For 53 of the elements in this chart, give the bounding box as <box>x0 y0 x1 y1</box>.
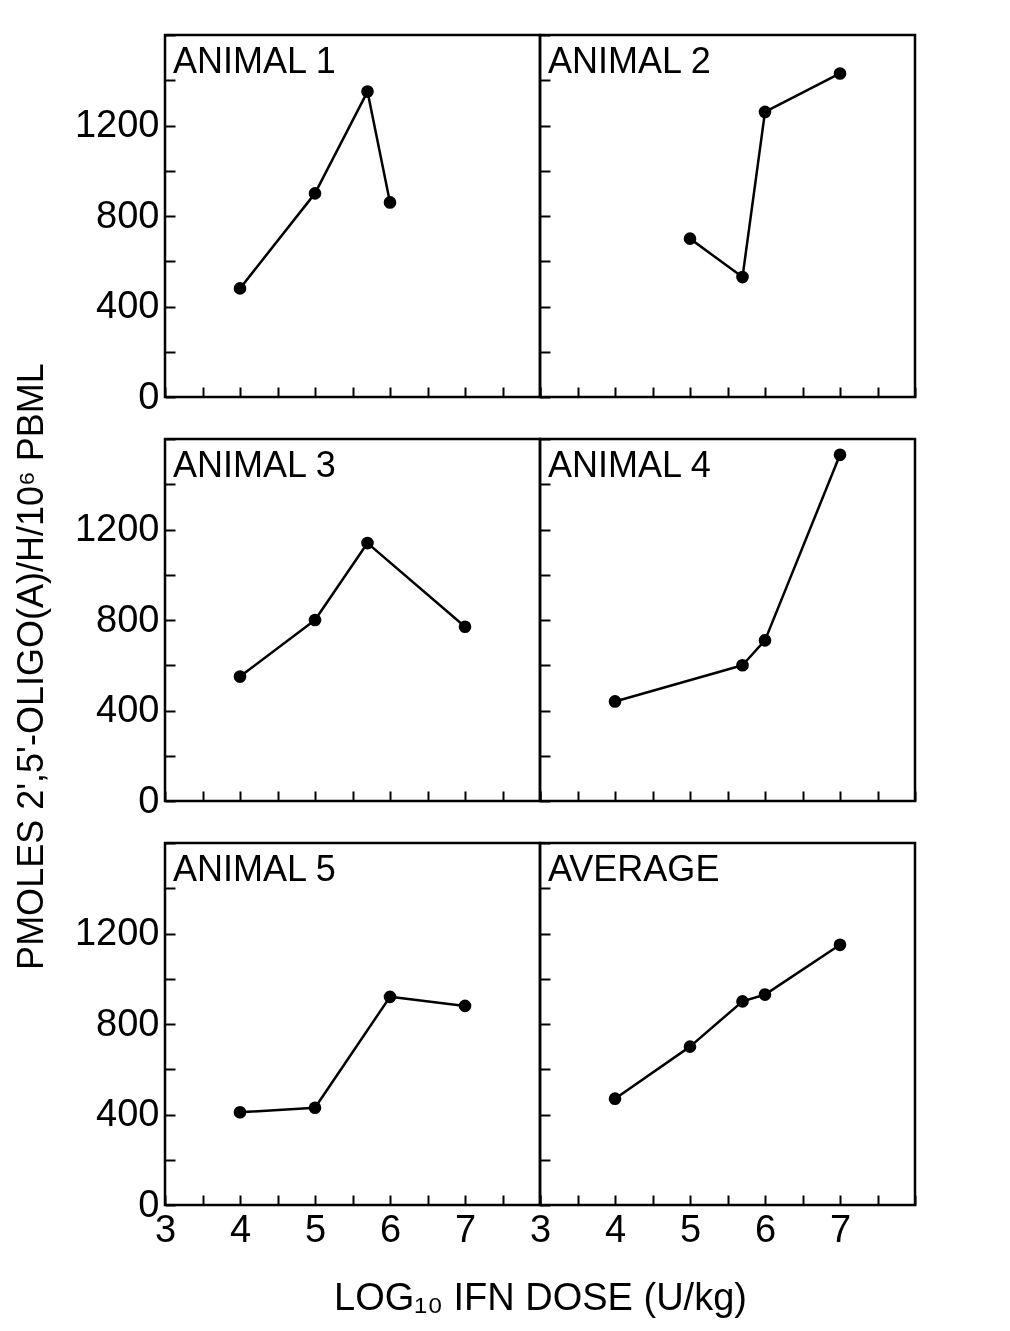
point <box>736 270 749 284</box>
point <box>736 995 749 1008</box>
point <box>458 999 472 1013</box>
x-tick-label: 4 <box>604 1207 627 1250</box>
point <box>758 634 772 647</box>
y-tick-label: 1200 <box>74 911 160 953</box>
x-tick-label: 4 <box>229 1207 252 1250</box>
point <box>233 1105 247 1119</box>
y-tick-label: 800 <box>96 193 160 236</box>
y-tick-label: 1200 <box>74 507 160 549</box>
point <box>233 282 247 295</box>
point <box>308 1101 322 1115</box>
chart-title: AVERAGE <box>548 848 720 889</box>
point <box>683 1040 697 1053</box>
y-tick-label: 400 <box>96 688 160 730</box>
point <box>308 187 322 200</box>
x-tick-label: 3 <box>529 1207 552 1250</box>
point <box>458 620 472 634</box>
y-tick-label: 400 <box>96 1092 160 1134</box>
chart-title: ANIMAL 3 <box>173 444 336 485</box>
x-axis-title: LOG₁₀ IFN DOSE (U/kg) <box>334 1275 747 1318</box>
x-tick-label: 6 <box>754 1207 777 1250</box>
point <box>833 67 847 80</box>
y-tick-label: 0 <box>138 374 160 417</box>
point <box>833 448 847 462</box>
chart-title: ANIMAL 4 <box>548 444 711 485</box>
y-tick-label: 0 <box>138 778 160 821</box>
point <box>608 695 622 708</box>
point <box>383 990 397 1004</box>
x-tick-label: 6 <box>379 1207 402 1250</box>
point <box>758 105 772 119</box>
point <box>308 613 322 627</box>
chart-title: ANIMAL 5 <box>173 848 336 889</box>
point <box>608 1092 622 1105</box>
point <box>758 988 772 1001</box>
y-tick-label: 800 <box>96 597 160 640</box>
chart-title: ANIMAL 1 <box>173 40 336 81</box>
y-tick-label: 800 <box>96 1001 160 1044</box>
point <box>833 938 847 952</box>
point <box>361 85 374 98</box>
y-tick-label: 400 <box>96 284 160 326</box>
x-tick-label: 7 <box>454 1207 477 1250</box>
point <box>736 658 749 672</box>
y-axis-title: PMOLES 2',5'-OLIGO(A)/H/10⁶ PBML <box>10 363 52 970</box>
point <box>361 536 374 550</box>
chart-title: ANIMAL 2 <box>548 40 711 81</box>
point <box>233 670 247 683</box>
x-tick-label: 5 <box>304 1207 327 1250</box>
x-tick-label: 5 <box>679 1207 702 1250</box>
x-tick-label: 7 <box>829 1207 852 1250</box>
y-tick-label: 1200 <box>74 103 160 145</box>
point <box>383 196 397 209</box>
point <box>683 232 697 245</box>
